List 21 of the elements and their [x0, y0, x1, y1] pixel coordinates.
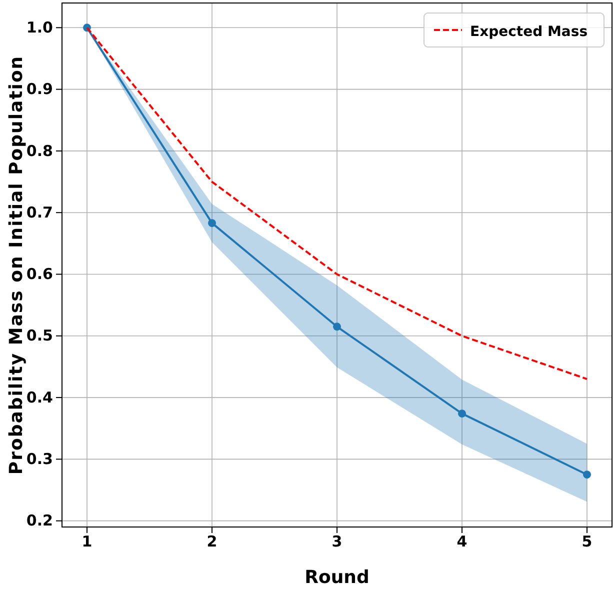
- x-tick-label: 5: [582, 532, 592, 551]
- y-tick-label: 0.6: [26, 265, 53, 284]
- x-tick-label: 3: [332, 532, 342, 551]
- y-tick-label: 0.2: [26, 512, 53, 530]
- y-tick-label: 0.3: [26, 450, 53, 468]
- point: [333, 322, 341, 331]
- y-tick-label: 0.8: [26, 142, 53, 160]
- x-tick-label: 4: [456, 532, 468, 551]
- point: [208, 219, 216, 228]
- y-tick-label: 0.5: [26, 326, 53, 345]
- y-tick-label: 0.7: [26, 203, 53, 222]
- legend-label: Expected Mass: [470, 24, 588, 40]
- point: [583, 470, 591, 479]
- y-tick-label: 0.4: [26, 388, 53, 406]
- y-tick-label: 1.0: [26, 18, 53, 36]
- x-tick-label: 1: [82, 532, 92, 551]
- x-axis-title: Round: [304, 567, 370, 588]
- y-tick-label: 0.9: [26, 80, 53, 98]
- y-axis-title: Probability Mass on Initial Population: [6, 55, 27, 475]
- point: [458, 410, 466, 418]
- x-tick-label: 2: [206, 532, 218, 551]
